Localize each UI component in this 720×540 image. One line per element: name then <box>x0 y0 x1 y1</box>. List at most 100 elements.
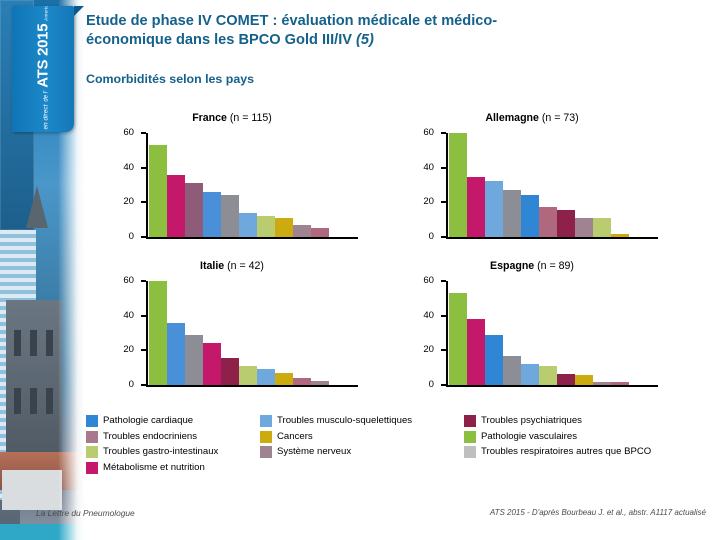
bar <box>521 364 539 385</box>
y-axis-tick: 60 <box>423 276 446 285</box>
legend-color-swatch <box>464 430 476 443</box>
bar <box>557 210 575 237</box>
bar <box>275 372 293 385</box>
page-title-line1: Etude de phase IV COMET : évaluation méd… <box>86 13 498 29</box>
bar <box>257 369 275 385</box>
bar <box>485 334 503 385</box>
y-axis-tick: 60 <box>123 276 146 285</box>
y-axis-tick-label: 60 <box>423 127 434 139</box>
slide-content: Etude de phase IV COMET : évaluation méd… <box>36 0 720 540</box>
bar <box>293 224 311 237</box>
chart-title: Espagne (n = 89) <box>402 260 662 272</box>
page-title-ref: (5) <box>356 31 374 48</box>
plot-area: 0 20 40 60 <box>423 128 658 241</box>
y-axis-tick-label: 60 <box>123 127 134 139</box>
chart-allemagne: Allemagne (n = 73) 0 20 40 60 <box>402 112 702 260</box>
y-axis-tick: 40 <box>123 311 146 320</box>
bar <box>311 380 329 385</box>
legend-item: Pathologie cardiaque <box>86 415 264 427</box>
legend-color-swatch <box>86 415 98 427</box>
bar <box>449 133 467 237</box>
y-axis-tick-label: 60 <box>423 275 434 287</box>
x-axis <box>446 385 658 387</box>
bar <box>539 206 557 237</box>
x-axis <box>446 237 658 239</box>
chart-country-label: Allemagne <box>485 112 539 124</box>
bar <box>449 293 467 385</box>
legend-color-swatch <box>260 415 272 427</box>
chart-title: Allemagne (n = 73) <box>402 112 662 124</box>
legend-item-label: Métabolisme et nutrition <box>103 461 205 473</box>
y-axis-tick: 0 <box>429 380 446 389</box>
legend-column: Troubles musculo-squelettiques Cancers Sys… <box>260 415 470 462</box>
y-axis <box>146 133 148 237</box>
bar <box>467 319 485 385</box>
bar <box>593 217 611 237</box>
legend-item: Cancers <box>260 430 470 443</box>
plot-area: 0 20 40 60 <box>423 276 658 389</box>
y-axis-tick-label: 0 <box>428 231 434 243</box>
bar <box>575 217 593 237</box>
legend-item-label: Troubles respiratoires autres que BPCO <box>481 446 652 457</box>
bar-series <box>449 133 629 237</box>
ats-2015-banner: E-journal en direct de l' ATS 2015 Ameri… <box>12 6 74 132</box>
legend-color-swatch <box>464 415 476 427</box>
plot-area: 0 20 40 60 <box>123 128 358 241</box>
y-axis-tick-label: 20 <box>123 196 134 208</box>
bar <box>575 375 593 385</box>
y-axis-tick: 0 <box>129 380 146 389</box>
y-axis-tick-label: 0 <box>128 379 134 391</box>
bar <box>149 281 167 385</box>
page-subtitle: Comorbidités selon les pays <box>86 72 255 86</box>
y-axis-tick: 20 <box>123 345 146 355</box>
chart-title: France (n = 115) <box>102 112 362 124</box>
bar <box>275 217 293 237</box>
legend-item: Troubles endocriniens <box>86 430 264 443</box>
bar <box>239 212 257 237</box>
chart-country-label: Italie <box>200 260 225 272</box>
y-axis-tick: 0 <box>429 232 446 241</box>
bar <box>539 365 557 385</box>
chart-title: Italie (n = 42) <box>102 260 362 272</box>
y-axis-tick-label: 20 <box>123 344 134 356</box>
legend-color-swatch <box>260 446 272 458</box>
legend-item: Troubles gastro-intestinaux <box>86 446 264 458</box>
y-axis-tick: 20 <box>423 345 446 355</box>
bar <box>185 334 203 385</box>
bar <box>611 382 629 385</box>
y-axis-tick-label: 40 <box>423 161 434 173</box>
y-axis-tick-label: 60 <box>123 275 134 287</box>
chart-sample-size-label: (n = 115) <box>226 112 272 124</box>
bar <box>257 216 275 237</box>
low-building-icon <box>2 470 62 510</box>
bar <box>503 355 521 385</box>
chart-country-label: France <box>192 112 227 124</box>
y-axis-tick-label: 40 <box>423 309 434 321</box>
legend-item-label: Système nerveux <box>277 446 352 457</box>
legend-column: Pathologie cardiaque Troubles endocrinien… <box>86 415 264 477</box>
bar <box>221 194 239 237</box>
bar <box>185 183 203 237</box>
bar <box>221 358 239 385</box>
bar <box>503 190 521 237</box>
banner-fold-corner <box>74 6 84 16</box>
bar-series <box>149 133 329 237</box>
bar <box>611 233 629 237</box>
legend-color-swatch <box>260 430 272 443</box>
bar <box>593 381 611 385</box>
cathedral-spire-icon <box>26 186 48 228</box>
y-axis-tick-label: 0 <box>428 379 434 391</box>
chart-sample-size-label: (n = 73) <box>538 112 579 124</box>
chart-italie: Italie (n = 42) 0 20 40 60 <box>102 260 402 408</box>
legend-item-label: Pathologie vasculaires <box>481 430 577 442</box>
banner-del-label: de l' <box>43 90 50 102</box>
y-axis-tick-label: 20 <box>423 196 434 208</box>
bar-series <box>449 281 629 385</box>
bar <box>149 145 167 237</box>
chart-espagne: Espagne (n = 89) 0 20 40 60 <box>402 260 702 408</box>
charts-grid: France (n = 115) 0 20 40 60 Allemagne (n = 73… <box>84 112 720 412</box>
y-axis-tick: 40 <box>423 311 446 320</box>
bar <box>293 378 311 385</box>
x-axis <box>146 237 358 239</box>
footer-source-left: La Lettre du Pneumologue <box>36 508 135 518</box>
